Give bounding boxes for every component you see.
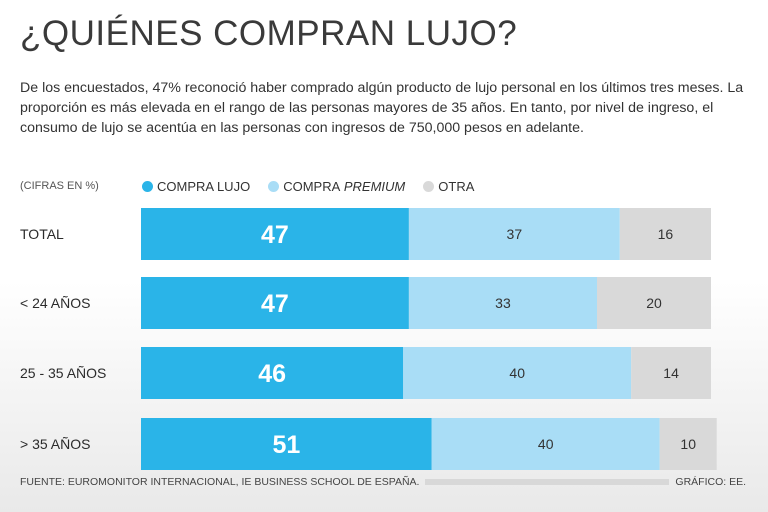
source-note: FUENTE: EUROMONITOR INTERNACIONAL, IE BU… <box>20 476 420 488</box>
data-label: 46 <box>258 360 286 388</box>
legend-label: COMPRA LUJO <box>157 178 251 194</box>
data-label: 20 <box>646 295 662 311</box>
footer-rule <box>425 479 670 485</box>
bar-segment-compra-lujo <box>141 208 409 260</box>
bar-segment-compra-lujo <box>141 347 404 399</box>
bar-segment-compra-premium <box>408 277 597 329</box>
bar-segment-compra-lujo <box>141 277 409 329</box>
legend-swatch-compra-lujo <box>142 180 153 192</box>
chart-title: ¿QUIÉNES COMPRAN LUJO? <box>20 14 518 53</box>
bar-segment-compra-premium <box>403 347 632 399</box>
category-label: TOTAL <box>20 226 64 242</box>
legend-swatch-otra <box>423 180 435 192</box>
bar-segment-compra-premium <box>408 208 620 260</box>
legend-item-compra-premium: COMPRA PREMIUM <box>268 179 405 194</box>
bar-segment-otra <box>659 418 717 470</box>
legend-swatch-compra-premium <box>268 180 280 192</box>
category-label: > 35 AÑOS <box>20 436 90 452</box>
legend-item-otra: OTRA <box>423 179 474 194</box>
graphic-credit: GRÁFICO: EE. <box>675 476 746 488</box>
data-label: 16 <box>658 226 674 242</box>
bar-segment-otra <box>619 208 711 260</box>
data-label: 40 <box>538 436 554 452</box>
units-label: (CIFRAS EN %) <box>20 180 99 192</box>
data-label: 47 <box>261 221 289 249</box>
data-label: 51 <box>272 431 300 459</box>
data-label: 37 <box>507 226 523 242</box>
data-label: 33 <box>495 295 511 311</box>
bar-segment-otra <box>597 277 711 329</box>
bar-segment-otra <box>631 347 711 399</box>
data-label: 47 <box>261 290 289 318</box>
footer: FUENTE: EUROMONITOR INTERNACIONAL, IE BU… <box>20 475 746 489</box>
legend-label-emphasis: PREMIUM <box>343 178 406 194</box>
bar-segment-compra-lujo <box>141 418 432 470</box>
legend-label: OTRA <box>438 178 475 194</box>
data-label: 10 <box>680 436 696 452</box>
legend-item-compra-lujo: COMPRA LUJO <box>142 179 250 194</box>
data-label: 14 <box>663 365 679 381</box>
legend-label: COMPRA <box>283 178 341 194</box>
category-label: 25 - 35 AÑOS <box>20 365 106 381</box>
bar-segment-compra-premium <box>431 418 660 470</box>
data-label: 40 <box>509 365 525 381</box>
category-label: < 24 AÑOS <box>20 295 90 311</box>
legend: (CIFRAS EN %) COMPRA LUJO COMPRA PREMIUM… <box>20 178 492 194</box>
intro-paragraph: De los encuestados, 47% reconoció haber … <box>20 80 744 136</box>
